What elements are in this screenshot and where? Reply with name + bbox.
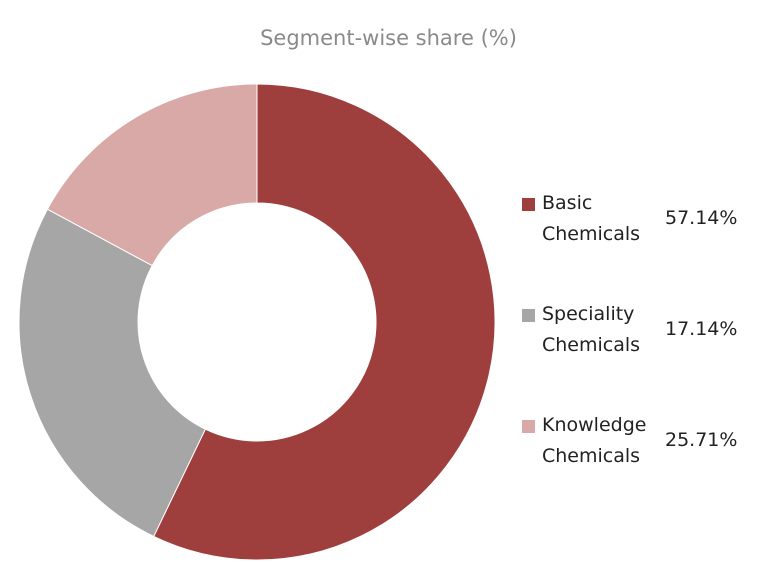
legend-swatch (522, 420, 535, 433)
donut-slice (46, 83, 258, 267)
legend-label: Knowledge Chemicals (542, 414, 647, 467)
donut-slice (153, 83, 496, 561)
legend-swatch (522, 198, 535, 211)
chart-title: Segment-wise share (%) (260, 26, 517, 50)
legend-value: 17.14% (665, 318, 738, 340)
legend-label: Basic Chemicals (542, 192, 641, 245)
legend-label: Speciality Chemicals (542, 303, 641, 356)
legend-swatch (522, 309, 535, 322)
legend-value: 57.14% (665, 207, 738, 229)
legend-value: 25.71% (665, 429, 738, 451)
donut-slice (18, 208, 207, 538)
